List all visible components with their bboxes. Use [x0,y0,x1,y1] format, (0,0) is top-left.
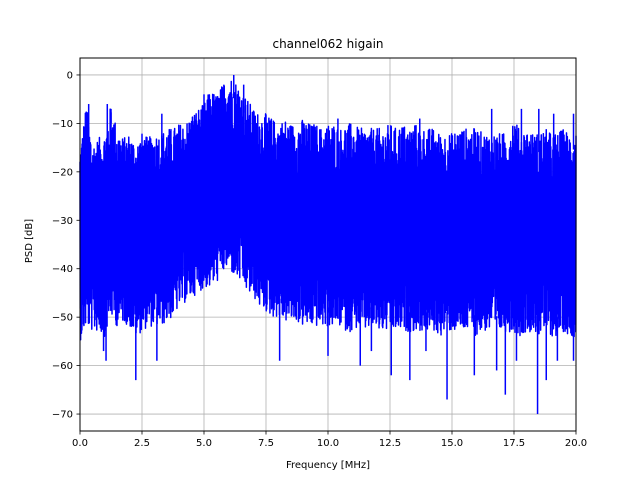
x-tick-label: 12.5 [379,438,401,449]
y-tick-label: −70 [52,410,73,421]
y-axis-title: PSD [dB] [24,219,35,263]
y-tick-label: −60 [52,361,73,372]
y-tick-label: −20 [52,167,73,178]
x-tick-label: 0.0 [72,438,88,449]
x-tick-label: 2.5 [134,438,150,449]
x-tick-label: 20.0 [565,438,587,449]
x-tick-label: 7.5 [258,438,274,449]
axis-ticks: 0.0 2.5 5.0 7.5 10.0 12.5 15.0 17.5 20.0 0 −10 −20 −… [52,70,587,449]
x-tick-label: 17.5 [503,438,525,449]
y-tick-label: 0 [67,70,73,81]
x-tick-label: 5.0 [196,438,212,449]
y-tick-label: −30 [52,216,73,227]
psd-series-line [79,74,577,415]
x-axis-title: Frequency [MHz] [286,460,370,471]
x-tick-label: 15.0 [441,438,463,449]
y-tick-label: −50 [52,313,73,324]
psd-trace [79,80,577,341]
y-tick-label: −10 [52,119,73,130]
y-tick-label: −40 [52,264,73,275]
chart-title: channel062 higain [272,37,383,51]
x-tick-label: 10.0 [317,438,339,449]
